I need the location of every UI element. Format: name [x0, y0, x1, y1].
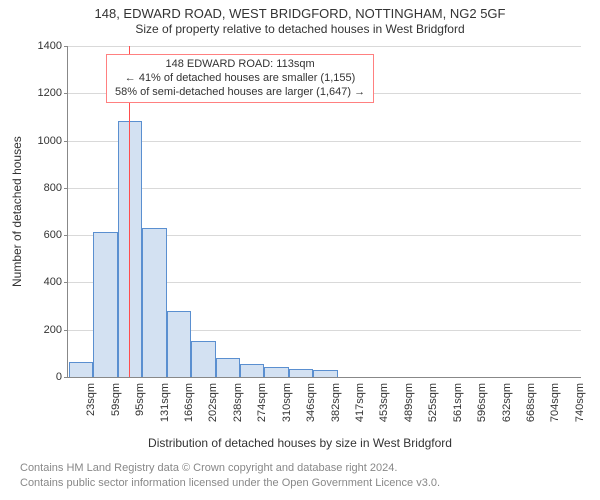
bar-slot [532, 46, 556, 377]
footer-line1: Contains HM Land Registry data © Crown c… [20, 462, 580, 474]
bar [142, 228, 166, 377]
x-tick: 489sqm [403, 383, 415, 422]
annotation-box: 148 EDWARD ROAD: 113sqm ← 41% of detache… [106, 54, 374, 103]
x-tick: 131sqm [159, 383, 171, 422]
y-axis-label: Number of detached houses [10, 136, 24, 287]
footer-line2: Contains public sector information licen… [20, 477, 580, 489]
x-tick: 382sqm [330, 383, 342, 422]
bar [240, 364, 264, 377]
x-tick: 417sqm [354, 383, 366, 422]
chart-subtitle: Size of property relative to detached ho… [0, 22, 600, 36]
bar-slot [508, 46, 532, 377]
x-axis-label: Distribution of detached houses by size … [0, 436, 600, 450]
x-tick: 238sqm [232, 383, 244, 422]
bar [313, 370, 337, 377]
x-tick: 274sqm [256, 383, 268, 422]
y-tick: 200 [44, 324, 68, 336]
x-tick: 23sqm [85, 383, 97, 416]
annotation-line1: 148 EDWARD ROAD: 113sqm [115, 58, 365, 72]
y-tick: 1200 [38, 87, 68, 99]
bar [69, 362, 93, 377]
chart-title: 148, EDWARD ROAD, WEST BRIDGFORD, NOTTIN… [0, 6, 600, 21]
bar-slot [385, 46, 409, 377]
bar-slot [556, 46, 580, 377]
annotation-line3: 58% of semi-detached houses are larger (… [115, 86, 365, 100]
x-tick: 95sqm [134, 383, 146, 416]
y-tick: 400 [44, 276, 68, 288]
x-tick: 525sqm [427, 383, 439, 422]
bar-slot [459, 46, 483, 377]
x-tick: 596sqm [476, 383, 488, 422]
bar [264, 367, 288, 377]
x-tick: 59sqm [110, 383, 122, 416]
bar [167, 311, 191, 377]
y-tick: 0 [56, 371, 68, 383]
bar [93, 232, 117, 377]
x-tick: 561sqm [452, 383, 464, 422]
x-tick: 166sqm [183, 383, 195, 422]
bar-slot [483, 46, 507, 377]
x-tick: 202sqm [207, 383, 219, 422]
x-tick: 346sqm [305, 383, 317, 422]
bar-slot [68, 46, 92, 377]
bar [191, 341, 215, 377]
x-tick: 740sqm [574, 383, 586, 422]
x-tick: 632sqm [501, 383, 513, 422]
y-tick: 600 [44, 229, 68, 241]
x-tick: 704sqm [549, 383, 561, 422]
y-tick: 1400 [38, 40, 68, 52]
chart-plot-area: 148 EDWARD ROAD: 113sqm ← 41% of detache… [67, 46, 581, 378]
bar-slot [434, 46, 458, 377]
bar [216, 358, 240, 377]
y-tick: 1000 [38, 135, 68, 147]
annotation-line2: ← 41% of detached houses are smaller (1,… [115, 72, 365, 86]
y-tick: 800 [44, 182, 68, 194]
bar [289, 369, 313, 377]
x-tick: 310sqm [281, 383, 293, 422]
x-tick: 668sqm [525, 383, 537, 422]
x-tick: 453sqm [378, 383, 390, 422]
bar-slot [410, 46, 434, 377]
